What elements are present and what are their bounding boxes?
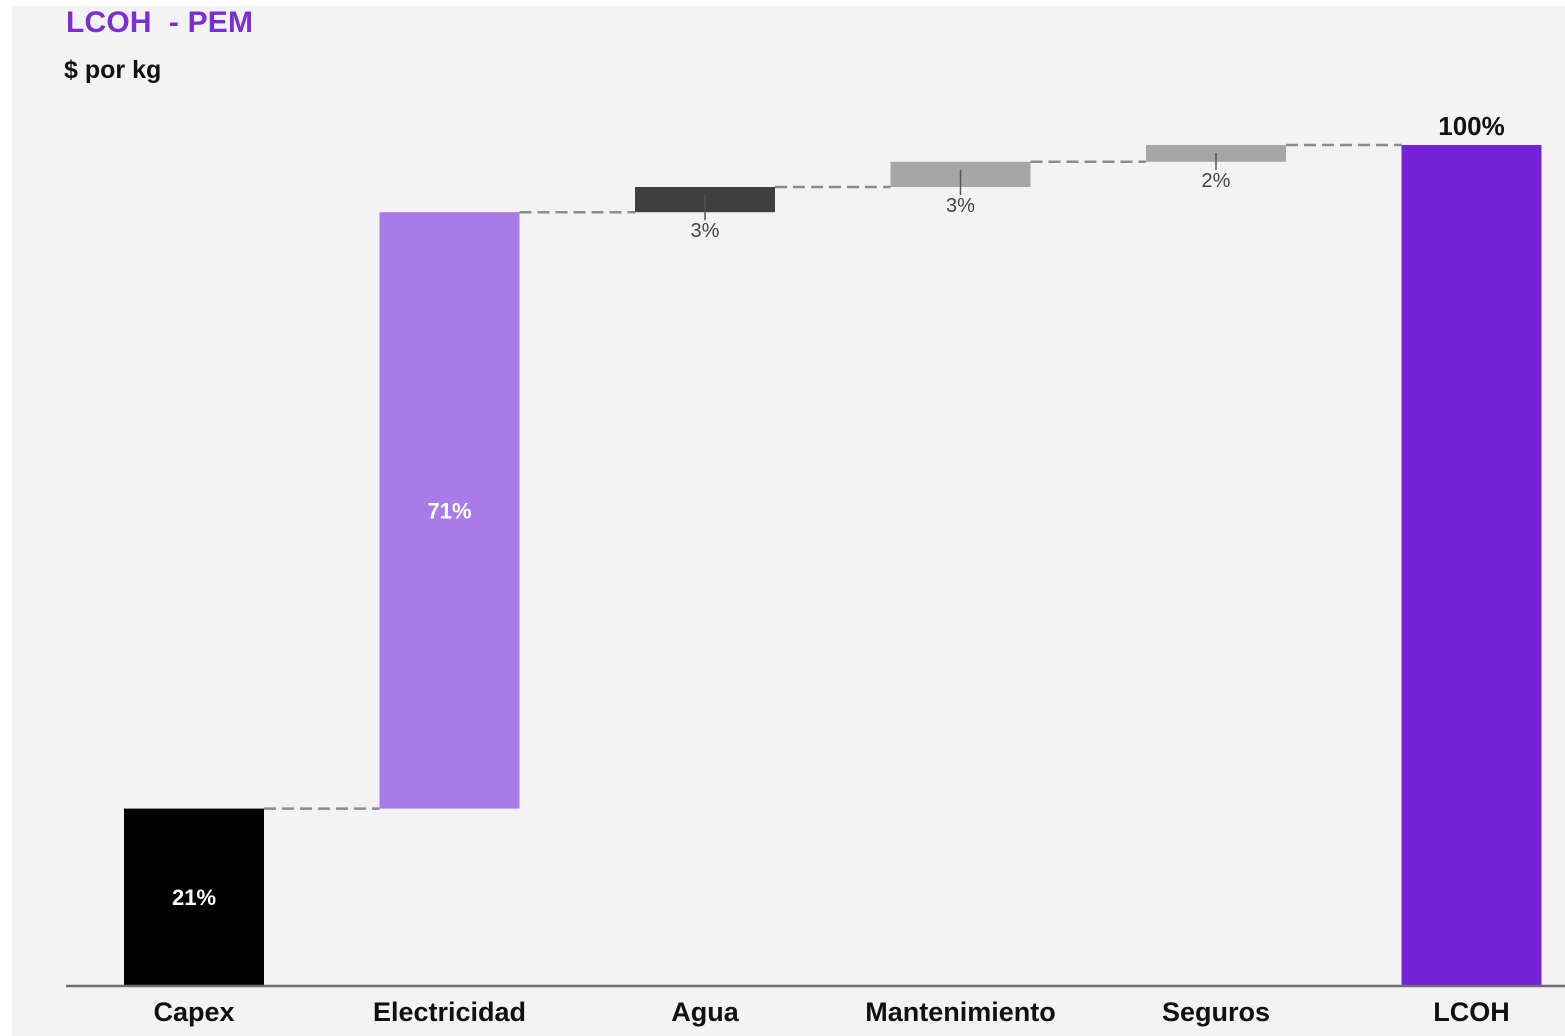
bar-electricidad xyxy=(379,212,520,809)
data-label-lcoh: 100% xyxy=(1438,111,1505,141)
chart-title: LCOH - PEM xyxy=(66,6,254,39)
data-label-seguros: 2% xyxy=(1202,170,1231,192)
chart-subtitle: $ por kg xyxy=(64,56,162,84)
chart-background xyxy=(12,6,1565,1036)
category-label-mantenimiento: Mantenimiento xyxy=(865,997,1056,1027)
category-label-capex: Capex xyxy=(153,997,234,1027)
category-label-lcoh: LCOH xyxy=(1433,997,1510,1027)
category-label-agua: Agua xyxy=(671,997,739,1027)
data-label-mantenimiento: 3% xyxy=(946,195,975,217)
category-label-electricidad: Electricidad xyxy=(373,997,526,1027)
data-label-electricidad: 71% xyxy=(427,498,471,523)
data-label-agua: 3% xyxy=(691,220,720,242)
data-label-capex: 21% xyxy=(172,885,216,910)
bar-lcoh xyxy=(1401,145,1542,985)
category-label-seguros: Seguros xyxy=(1162,997,1270,1027)
bar-capex xyxy=(124,808,264,985)
